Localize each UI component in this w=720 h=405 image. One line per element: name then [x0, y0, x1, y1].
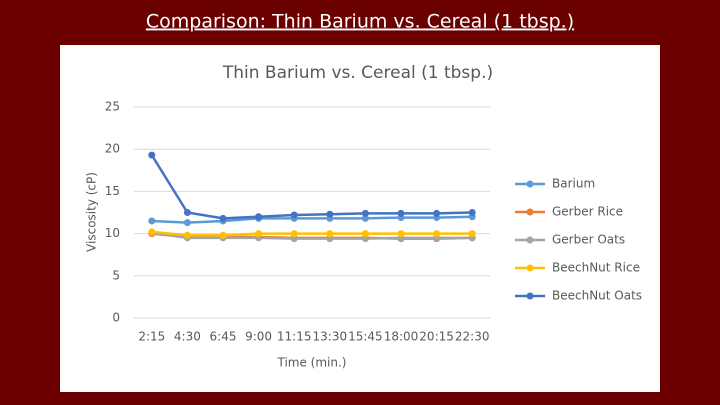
series-line [151, 230, 473, 237]
legend-label: BeechNut Rice [552, 261, 640, 275]
data-point [361, 235, 369, 243]
x-tick-label: 4:30 [174, 330, 201, 344]
data-point [290, 211, 298, 219]
data-point [326, 235, 334, 243]
legend-marker [526, 264, 534, 272]
legend-marker [526, 208, 534, 216]
x-tick-label: 9:00 [245, 330, 272, 344]
y-tick-label: 5 [112, 268, 120, 282]
legend-label: Gerber Rice [552, 205, 623, 219]
data-point [361, 214, 369, 222]
data-point [183, 219, 191, 227]
series-line [151, 231, 473, 240]
data-point [255, 230, 263, 238]
x-tick-label: 11:15 [277, 330, 312, 344]
legend-label: Gerber Oats [552, 233, 625, 247]
data-point [183, 209, 191, 216]
y-tick-label: 10 [105, 226, 120, 240]
data-point [183, 231, 191, 239]
chart-title: Thin Barium vs. Cereal (1 tbsp.) [222, 63, 493, 83]
data-point [433, 230, 441, 238]
y-tick-label: 25 [105, 100, 120, 114]
legend-marker [526, 180, 534, 188]
legend-label: Barium [552, 177, 595, 191]
data-point [468, 230, 476, 238]
legend-label: BeechNut Oats [552, 289, 642, 303]
legend-marker [526, 236, 534, 244]
y-tick-label: 15 [105, 184, 120, 198]
legend-marker [526, 292, 534, 300]
x-axis-label: Time (min.) [277, 356, 347, 370]
data-point [219, 231, 227, 239]
data-point [148, 228, 156, 236]
y-axis-label: Viscosity (cP) [85, 172, 99, 252]
data-point [148, 151, 156, 159]
y-tick-label: 0 [112, 311, 120, 325]
series-line [150, 154, 473, 220]
data-point [433, 209, 441, 217]
x-tick-label: 18:00 [384, 330, 419, 344]
x-tick-label: 20:15 [419, 330, 454, 344]
data-point [468, 209, 476, 216]
data-point [361, 209, 369, 217]
x-tick-label: 6:45 [210, 330, 237, 344]
data-point [148, 217, 156, 225]
data-point [290, 235, 298, 243]
y-tick-label: 20 [105, 142, 120, 156]
x-tick-label: 13:30 [313, 330, 348, 344]
x-tick-label: 22:30 [455, 330, 490, 344]
data-point [219, 214, 227, 222]
data-point [397, 230, 405, 238]
slide-title: Comparison: Thin Barium vs. Cereal (1 tb… [146, 11, 574, 33]
data-point [290, 230, 298, 238]
data-point [397, 209, 405, 217]
data-point [255, 213, 263, 221]
data-point [326, 230, 334, 238]
x-tick-label: 15:45 [348, 330, 383, 344]
data-point [326, 210, 334, 218]
series-line [151, 215, 473, 224]
x-tick-label: 2:15 [138, 330, 165, 344]
data-point [361, 230, 369, 238]
